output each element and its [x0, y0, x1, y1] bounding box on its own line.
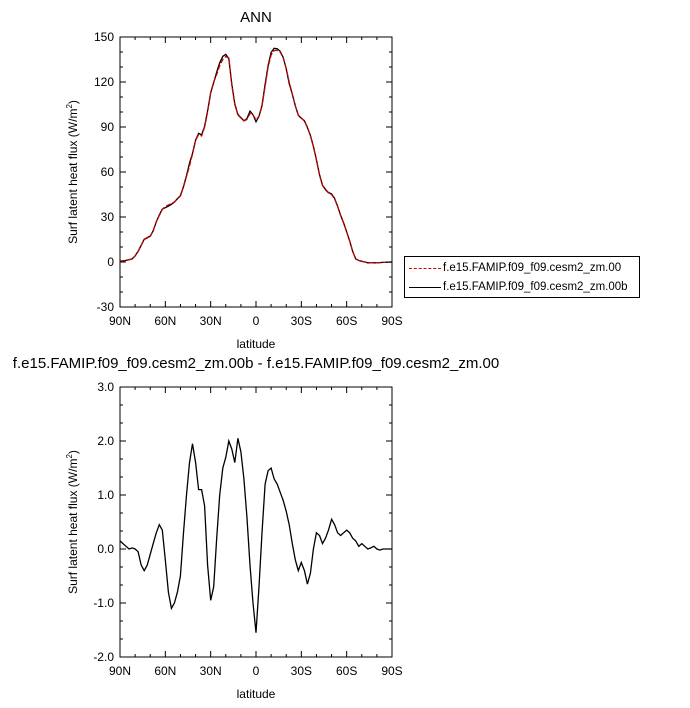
top-x-tick-label: 60N [154, 314, 176, 328]
top-y-tick-label: 60 [101, 165, 115, 179]
bottom-y-axis-label: Surf latent heat flux (W/m2) [65, 450, 80, 594]
bottom-x-tick-label: 30S [291, 664, 312, 678]
top-chart-legend: f.e15.FAMIP.f09_f09.cesm2_zm.00 f.e15.FA… [404, 256, 640, 298]
bottom-y-tick-label: -2.0 [93, 650, 114, 664]
top-y-tick-label: 30 [101, 210, 115, 224]
top-x-tick-label: 30S [291, 314, 312, 328]
series-line-test [119, 47, 393, 264]
legend-label-test: f.e15.FAMIP.f09_f09.cesm2_zm.00b [443, 281, 628, 293]
top-y-tick-label: 120 [94, 75, 114, 89]
legend-entry-test: f.e15.FAMIP.f09_f09.cesm2_zm.00b [409, 278, 628, 296]
top-x-axis-label: latitude [237, 337, 276, 351]
top-x-tick-label: 60S [336, 314, 357, 328]
top-y-axis-label: Surf latent heat flux (W/m2) [65, 100, 80, 244]
bottom-x-tick-label: 60S [336, 664, 357, 678]
legend-swatch-dashed-red [409, 267, 441, 269]
bottom-chart-title: f.e15.FAMIP.f09_f09.cesm2_zm.00b - f.e15… [13, 355, 499, 372]
bottom-y-axis-label-main: Surf latent heat flux (W/m [66, 459, 80, 594]
top-x-tick-label: 0 [253, 314, 260, 328]
bottom-y-tick-label: 1.0 [97, 488, 114, 502]
top-y-tick-label: 0 [107, 255, 114, 269]
top-y-axis-label-main: Surf latent heat flux (W/m [66, 109, 80, 244]
difference-line [119, 438, 392, 633]
bottom-x-tick-label: 90N [109, 664, 131, 678]
bottom-y-axis-label-sup: 2 [65, 454, 74, 459]
series-line-ref [119, 49, 393, 264]
legend-label-ref: f.e15.FAMIP.f09_f09.cesm2_zm.00 [443, 262, 622, 274]
bottom-y-tick-label: 0.0 [97, 542, 114, 556]
top-y-axis-label-close: ) [66, 100, 80, 104]
top-y-tick-label: -30 [97, 300, 115, 314]
top-y-tick-label: 90 [101, 120, 115, 134]
top-x-tick-label: 30N [200, 314, 222, 328]
legend-swatch-solid-black [409, 286, 441, 288]
bottom-x-tick-label: 30N [200, 664, 222, 678]
bottom-y-tick-label: 3.0 [97, 380, 114, 394]
top-x-tick-label: 90S [381, 314, 402, 328]
bottom-y-axis-label-close: ) [66, 450, 80, 454]
bottom-y-tick-label: 2.0 [97, 434, 114, 448]
legend-entry-ref: f.e15.FAMIP.f09_f09.cesm2_zm.00 [409, 259, 621, 277]
bottom-x-tick-label: 60N [154, 664, 176, 678]
top-x-tick-label: 90N [109, 314, 131, 328]
top-plot-frame [119, 36, 393, 308]
bottom-plot-frame [119, 386, 393, 658]
bottom-x-tick-label: 90S [381, 664, 402, 678]
bottom-y-tick-label: -1.0 [93, 596, 114, 610]
bottom-line-chart: f.e15.FAMIP.f09_f09.cesm2_zm.00b - f.e15… [13, 355, 499, 701]
bottom-x-tick-label: 0 [253, 664, 260, 678]
bottom-x-axis-label: latitude [237, 687, 276, 701]
top-y-tick-label: 150 [94, 30, 114, 44]
top-y-axis-label-sup: 2 [65, 104, 74, 109]
top-chart-title: ANN [240, 9, 272, 26]
